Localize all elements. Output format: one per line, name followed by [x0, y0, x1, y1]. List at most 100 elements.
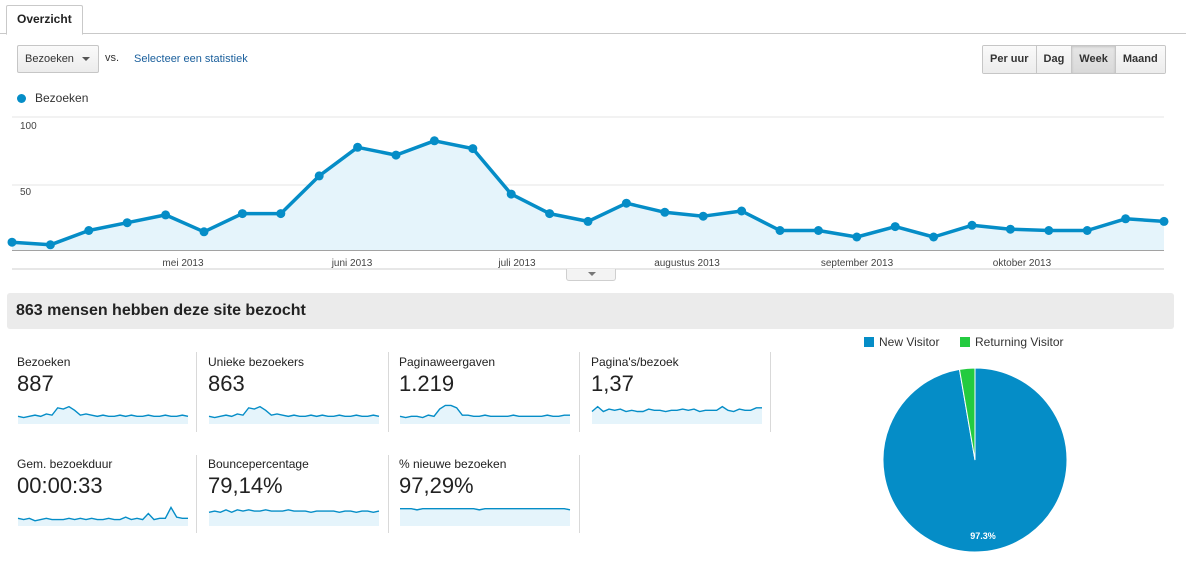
data-point[interactable]: [429, 136, 439, 146]
tile-divider: [196, 455, 197, 533]
data-point[interactable]: [929, 232, 939, 242]
chart-legend: Bezoeken: [17, 91, 88, 105]
sparkline-area: [18, 507, 188, 526]
data-point[interactable]: [468, 144, 478, 154]
y-tick-label: 50: [20, 187, 32, 198]
sparkline-chart: [17, 505, 188, 526]
data-point[interactable]: [583, 216, 593, 226]
metric-value: 1,37: [591, 371, 634, 396]
data-point[interactable]: [1121, 214, 1131, 224]
metric-dropdown-value: Bezoeken: [25, 53, 74, 65]
chart-collapse-handle[interactable]: [566, 269, 616, 281]
data-point[interactable]: [276, 209, 286, 219]
metric-label: % nieuwe bezoeken: [399, 457, 507, 471]
pie-legend-returning-visitor: Returning Visitor: [960, 335, 1064, 349]
data-point[interactable]: [1044, 226, 1054, 235]
metric-tile-unieke-bezoekers[interactable]: Unieke bezoekers 863: [208, 355, 398, 435]
x-tick-label: september 2013: [821, 258, 894, 269]
sparkline-chart: [17, 405, 189, 424]
series-area: [12, 140, 1164, 250]
pie-slice-returning-visitor[interactable]: [958, 367, 976, 461]
x-tick-label: mei 2013: [162, 258, 204, 269]
metric-tile-bouncepercentage[interactable]: Bouncepercentage 79,14%: [208, 457, 398, 537]
legend-label: Bezoeken: [35, 91, 89, 105]
sparkline-line: [17, 505, 188, 522]
data-point[interactable]: [314, 171, 324, 181]
data-point[interactable]: [890, 222, 900, 232]
pie-legend-label: Returning Visitor: [975, 335, 1064, 349]
tile-divider: [388, 352, 389, 432]
sparkline-chart: [400, 507, 571, 526]
data-point[interactable]: [621, 198, 631, 208]
data-point[interactable]: [967, 220, 977, 230]
tab-overzicht[interactable]: Overzicht: [6, 5, 83, 35]
triangle-down-icon: [588, 272, 596, 276]
data-point[interactable]: [391, 150, 401, 160]
visits-line-chart: 100 50 mei 2013 juni 2013 juli 2013 augustus …: [7, 116, 1169, 270]
data-point[interactable]: [1082, 226, 1092, 235]
data-point[interactable]: [1159, 216, 1169, 226]
summary-header: 863 mensen hebben deze site bezocht: [7, 293, 1174, 329]
metric-label: Bouncepercentage: [208, 457, 309, 471]
tile-divider: [388, 455, 389, 533]
metric-value: 887: [17, 371, 54, 396]
data-point[interactable]: [161, 210, 171, 220]
sparkline-line: [17, 405, 189, 419]
metric-tile-paginaweergaven[interactable]: Paginaweergaven 1.219: [399, 355, 589, 435]
metric-label: Bezoeken: [17, 355, 71, 369]
data-point[interactable]: [660, 207, 670, 217]
data-point[interactable]: [45, 240, 55, 250]
period-button-maand[interactable]: Maand: [1114, 46, 1165, 73]
sparkline-chart: [208, 509, 380, 526]
metric-value: 863: [208, 371, 245, 396]
data-point[interactable]: [506, 189, 516, 199]
data-point[interactable]: [813, 226, 823, 235]
legend-swatch-icon: [960, 337, 970, 347]
legend-swatch-icon: [864, 337, 874, 347]
metric-tile-gem-bezoekduur[interactable]: Gem. bezoekduur 00:00:33: [17, 457, 207, 537]
tile-divider: [579, 352, 580, 432]
x-tick-label: juli 2013: [497, 258, 536, 269]
visitor-type-pie-chart: 97.3%: [882, 367, 1068, 553]
metric-value: 00:00:33: [17, 473, 103, 498]
data-point[interactable]: [1005, 224, 1015, 234]
pie-legend-label: New Visitor: [879, 335, 940, 349]
metric-tile-bezoeken[interactable]: Bezoeken 887: [17, 355, 207, 435]
metric-dropdown[interactable]: Bezoeken: [17, 45, 99, 73]
data-point[interactable]: [7, 237, 17, 247]
select-statistic-link[interactable]: Selecteer een statistiek: [134, 53, 248, 65]
sparkline-line: [591, 405, 762, 413]
data-point[interactable]: [199, 227, 209, 237]
metric-tile-paginas-per-bezoek[interactable]: Pagina's/bezoek 1,37: [591, 355, 781, 435]
data-point[interactable]: [698, 211, 708, 221]
period-button-dag[interactable]: Dag: [1035, 46, 1072, 73]
sparkline-chart: [208, 405, 380, 424]
data-point[interactable]: [237, 209, 247, 219]
data-point[interactable]: [122, 218, 132, 228]
vs-label: vs.: [105, 52, 120, 64]
sparkline-line: [400, 507, 571, 511]
tile-divider: [770, 352, 771, 432]
x-tick-label: juni 2013: [331, 258, 373, 269]
period-toggle-group: Per uur Dag Week Maand: [982, 45, 1166, 74]
period-button-per-uur[interactable]: Per uur: [983, 46, 1036, 73]
data-point[interactable]: [852, 232, 862, 242]
data-point[interactable]: [737, 206, 747, 216]
data-point[interactable]: [353, 142, 363, 152]
data-point[interactable]: [775, 226, 785, 235]
sparkline-chart: [399, 404, 570, 424]
data-point[interactable]: [545, 209, 555, 219]
metric-label: Pagina's/bezoek: [591, 355, 679, 369]
data-point[interactable]: [84, 226, 94, 235]
pie-legend-new-visitor: New Visitor: [864, 335, 939, 349]
tile-divider: [579, 455, 580, 533]
sparkline-area: [400, 405, 570, 424]
pie-slice-label: 97.3%: [970, 531, 996, 541]
sparkline-area: [209, 509, 379, 526]
sparkline-line: [208, 405, 380, 419]
metric-tile-nieuwe-bezoeken[interactable]: % nieuwe bezoeken 97,29%: [399, 457, 589, 537]
period-button-week[interactable]: Week: [1071, 46, 1115, 73]
tile-divider: [196, 352, 197, 432]
legend-dot-icon: [17, 93, 26, 103]
sparkline-chart: [591, 405, 762, 424]
